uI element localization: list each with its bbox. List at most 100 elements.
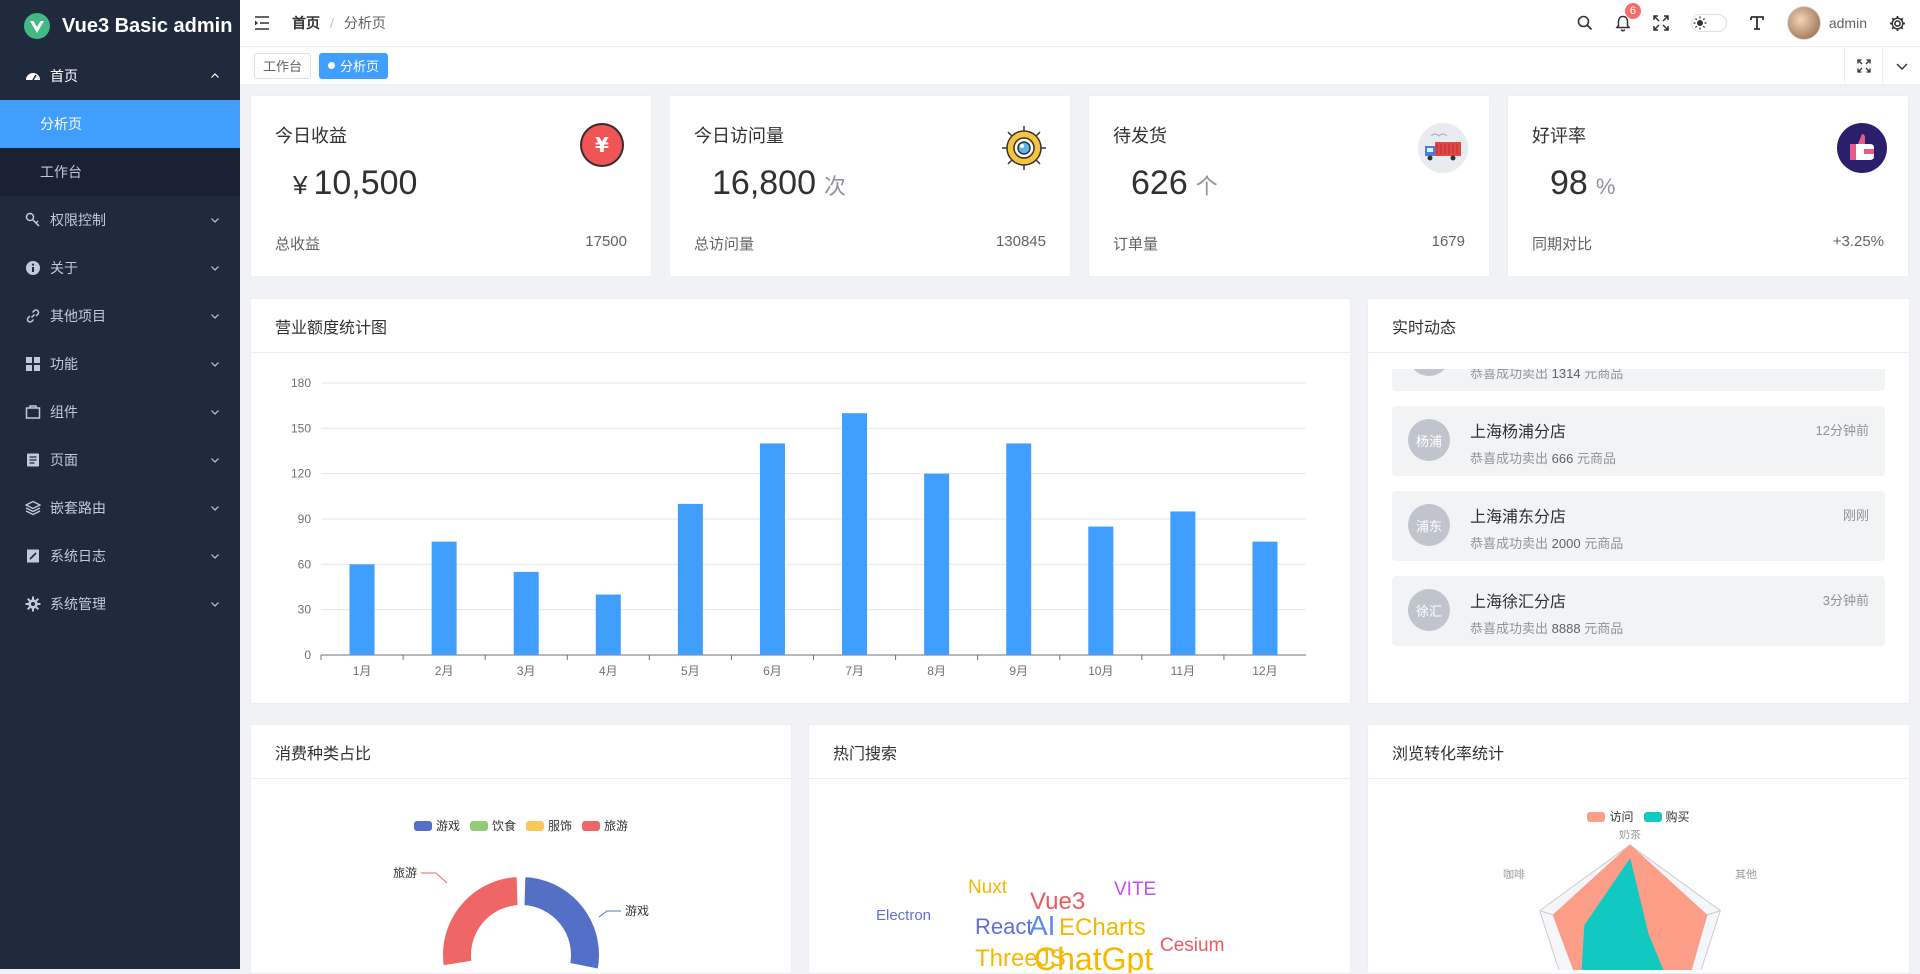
app-logo[interactable]: Vue3 Basic admin [0,0,240,52]
legend-item[interactable]: 服饰 [526,817,572,834]
stat-foot-label: 总收益 [275,236,321,253]
bar[interactable] [513,571,539,655]
tag-workbench[interactable]: 工作台 [254,52,312,79]
stat-title: 待发货 [1113,126,1167,146]
tag-analysis[interactable]: 分析页 [319,52,389,79]
theme-toggle[interactable] [1690,14,1727,32]
tags-dropdown-button[interactable] [1882,47,1920,85]
chevron-down-icon [210,215,220,225]
search-icon[interactable] [1577,15,1593,31]
desc-prefix: 恭喜成功卖出 [1470,536,1549,551]
bar[interactable] [1088,526,1114,655]
chevron-up-icon [210,71,220,81]
sidebar-item-7[interactable]: 嵌套路由 [0,484,240,532]
fullscreen-icon[interactable] [1653,15,1669,31]
stat-card: 今日访问量 16,800 次总访问量 130845 [669,95,1071,277]
sidebar-item-9[interactable]: 系统管理 [0,580,240,628]
donut-slice[interactable] [439,872,522,970]
x-tick-label: 8月 [927,664,946,678]
sale-amount: 2000 [1551,536,1581,551]
search-word[interactable]: Electron [876,907,932,924]
feed-item: 浦东 上海浦东分店 刚刚 恭喜成功卖出 2000 元商品 [1392,491,1885,561]
sidebar-item-2[interactable]: 关于 [0,244,240,292]
content-fullscreen-button[interactable] [1844,47,1882,85]
sidebar-item-4[interactable]: 功能 [0,340,240,388]
y-tick-label: 120 [291,467,311,481]
radar-area-buy[interactable] [1580,858,1678,970]
tags-view-bar: 工作台 分析页 [240,47,1920,85]
font-size-icon[interactable] [1749,15,1765,31]
legend-item[interactable]: 访问 [1587,808,1634,825]
panel-title: 热门搜索 [809,725,1350,779]
breadcrumb-separator: / [330,15,334,31]
sidebar-item-3[interactable]: 其他项目 [0,292,240,340]
sidebar-item-label: 系统管理 [50,596,106,612]
legend-label: 旅游 [604,819,629,833]
desc-prefix: 恭喜成功卖出 [1470,621,1549,636]
bar[interactable] [349,564,375,655]
sidebar-item-label: 嵌套路由 [50,500,106,516]
stat-card: 今日收益 ¥ ¥10,500 总收益 17500 [250,95,652,277]
sales-chart-panel: 营业额度统计图 0 30 60 90 120 150 180 1月 2月 3月 4月 5月 6月 7月 8月… [250,298,1351,704]
sidebar-item-0[interactable]: 首页 [0,52,240,100]
stat-card: 好评率 98% 同期对比 +3.25% [1507,95,1909,277]
x-tick-label: 4月 [599,664,618,678]
legend-swatch [413,820,432,831]
sidebar-item-label: 系统日志 [50,548,106,564]
legend-item[interactable]: 饮食 [469,817,516,834]
header-actions: 6 admin [1577,2,1906,40]
username[interactable]: admin [1828,15,1867,31]
bar[interactable] [1006,443,1032,655]
search-word[interactable]: ChatGpt [1034,941,1154,974]
bar[interactable] [842,413,868,655]
slice-label: 旅游 [393,866,417,880]
thumbs-up-icon [1836,122,1887,173]
notification-bell-icon[interactable]: 6 [1615,2,1641,32]
stat-foot-label: 同期对比 [1532,236,1593,253]
grid-icon [24,355,42,373]
sidebar-item-6[interactable]: 页面 [0,436,240,484]
search-word[interactable]: Vue3 [1030,888,1086,915]
search-word[interactable]: Cesium [1160,935,1225,956]
menu-fold-icon[interactable] [254,16,270,30]
donut-slice[interactable] [520,872,603,973]
chevron-down-icon [210,599,220,609]
submenu-item-0[interactable]: 分析页 [0,100,240,148]
store-avatar: 杨浦 [1408,419,1450,461]
sidebar-item-label: 关于 [50,260,78,276]
panel-title: 营业额度统计图 [251,299,1350,353]
store-name: 上海浦东分店 [1470,509,1567,526]
bar[interactable] [759,443,785,655]
label-line [421,872,448,884]
search-word[interactable]: Nuxt [968,877,1008,898]
stat-foot-value: 130845 [995,233,1046,250]
submenu-item-1[interactable]: 工作台 [40,164,82,180]
legend-item[interactable]: 购买 [1643,808,1690,825]
search-word[interactable]: ECharts [1059,914,1146,941]
search-word[interactable]: ThreeJS [975,945,1066,972]
search-word[interactable]: AI [1029,910,1056,941]
desc-suffix: 元商品 [1584,621,1624,636]
legend-item[interactable]: 游戏 [413,817,460,834]
legend-item[interactable]: 旅游 [582,817,628,834]
sidebar: Vue3 Basic admin 首页 分析页工作台权限控制关于其他项目 功能 组件页… [0,0,240,969]
bar[interactable] [1170,511,1196,655]
pie-legend: 游戏 饮食 服饰 旅游 [251,817,791,834]
breadcrumb-home[interactable]: 首页 [292,15,320,31]
conversion-panel: 浏览转化率统计 访问 购买 奶茶 其他 咖啡 [1367,724,1910,974]
sidebar-item-8[interactable]: 系统日志 [0,532,240,580]
stat-foot-label: 订单量 [1113,236,1159,253]
sidebar-item-1[interactable]: 权限控制 [0,196,240,244]
bar[interactable] [924,473,950,655]
settings-gear-icon[interactable] [1889,15,1906,32]
radar-indicator-label: 其他 [1735,868,1757,881]
search-word[interactable]: VITE [1114,879,1157,900]
search-word[interactable]: React [975,914,1033,939]
bar[interactable] [1252,541,1278,655]
bar[interactable] [595,594,621,655]
bar[interactable] [677,503,703,655]
user-avatar[interactable] [1786,6,1821,40]
bar[interactable] [431,541,457,655]
sidebar-item-5[interactable]: 组件 [0,388,240,436]
store-avatar: 徐汇 [1408,589,1450,631]
